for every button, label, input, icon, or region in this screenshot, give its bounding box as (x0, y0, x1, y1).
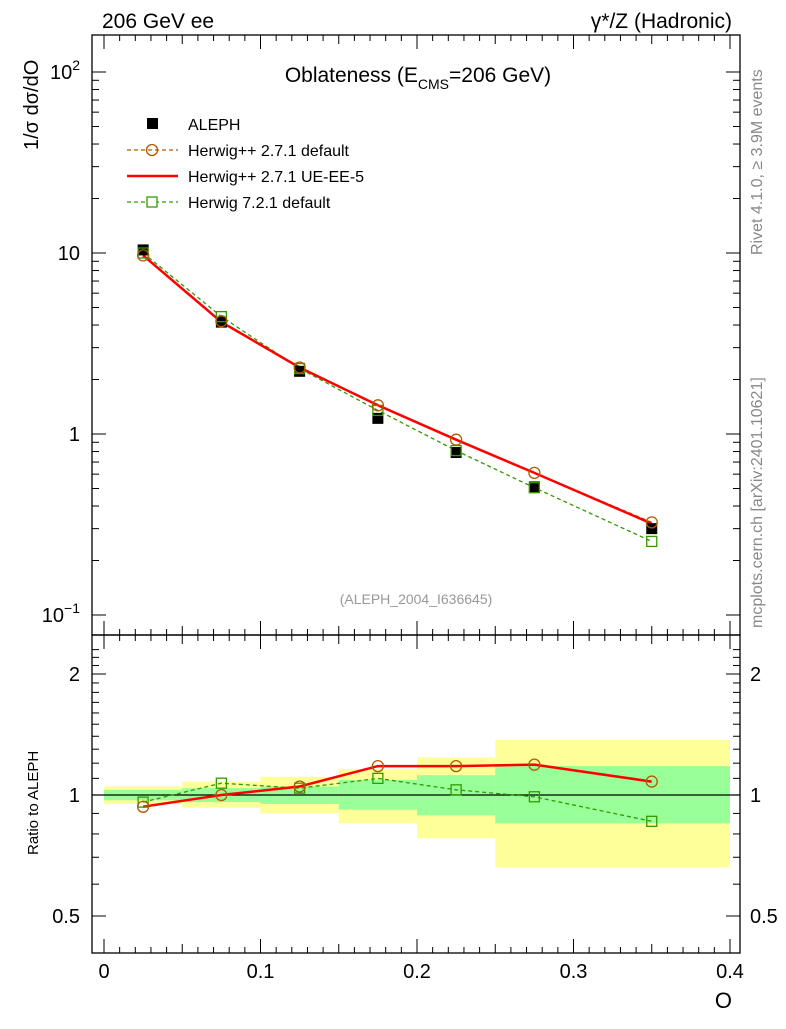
main-y-axis-title: 1/σ dσ/dO (21, 60, 43, 150)
marker-herwig7 (215, 310, 228, 323)
ratio-y-tick-label-right: 1 (750, 785, 761, 807)
ratio-y-tick-label-right: 2 (750, 664, 761, 686)
x-tick-label: 0.4 (716, 961, 744, 983)
marker-herwig7 (528, 482, 541, 494)
marker-herwigpp-default (371, 399, 385, 412)
ratio-line-herwig7 (142, 777, 652, 822)
ratio-y-tick-label-left: 2 (69, 664, 80, 686)
legend-marker-aleph (147, 118, 158, 129)
ratio-marker-herwig7 (450, 784, 462, 796)
ratio-marker-herwigpp-default (136, 800, 150, 813)
ratio-marker-herwig7 (372, 772, 384, 785)
ratio-marker-herwigpp-default (293, 780, 306, 793)
main-plot-series (136, 244, 658, 548)
series-line-herwigpp-default (142, 254, 652, 523)
legend: ALEPH Herwig++ 2.7.1 default Herwig++ 2.… (127, 117, 364, 212)
data-point-aleph (646, 523, 658, 535)
main-plot-axes: 102 10 1 10−1 (42, 35, 740, 635)
marker-herwigpp-default (293, 361, 306, 374)
main-y-tick-label: 10 (58, 243, 80, 265)
ratio-marker-herwigpp-default (215, 788, 228, 802)
chart-title: Oblateness (ECMS=206 GeV) (285, 64, 551, 92)
main-y-tick-label: 102 (50, 57, 80, 84)
ratio-marker-herwigpp-default (449, 759, 463, 773)
ratio-marker-herwig7 (646, 815, 658, 827)
ratio-marker-herwigpp-default (528, 758, 541, 771)
data-point-aleph (450, 447, 462, 459)
ratio-y-tick-label-left: 0.5 (52, 906, 80, 928)
header-left-label: 206 GeV ee (102, 10, 214, 33)
data-point-aleph (528, 481, 540, 493)
marker-herwigpp-default (449, 433, 463, 446)
ratio-plot-series (136, 758, 658, 827)
marker-herwigpp-default (215, 315, 228, 328)
ratio-marker-herwig7 (528, 791, 541, 803)
x-axis-title: O (715, 988, 732, 1013)
x-tick-label: 0.2 (403, 961, 431, 983)
marker-herwig7 (646, 535, 658, 548)
rivet-version-label: Rivet 4.1.0, ≥ 3.9M events (749, 69, 766, 255)
ratio-marker-herwig7 (137, 796, 149, 808)
marker-herwigpp-default (528, 466, 541, 480)
series-line-herwigpp-ue-ee-5 (142, 254, 653, 525)
legend-marker-herwig7 (146, 196, 158, 208)
marker-herwigpp-default (136, 249, 150, 262)
ratio-line-herwigpp-ue-ee-5 (142, 763, 652, 808)
ratio-marker-herwigpp-default (371, 759, 385, 773)
ratio-plot-frame (91, 634, 741, 954)
ratio-marker-herwig7 (215, 777, 228, 789)
header-right-label: γ*/Z (Hadronic) (591, 10, 732, 33)
ratio-uncertainty-bands (104, 740, 730, 868)
x-tick-label: 0.3 (560, 961, 588, 983)
data-point-aleph (294, 365, 306, 377)
ratio-y-tick-label-left: 1 (69, 785, 80, 807)
ratio-plot-axes: 0 0.1 0.2 0.3 0.4 0.5 0.5 1 1 2 2 (52, 635, 778, 983)
ratio-marker-herwigpp-default (645, 775, 658, 788)
legend-label-aleph: ALEPH (188, 117, 240, 134)
marker-herwigpp-default (645, 516, 658, 529)
data-point-aleph (372, 412, 384, 424)
main-y-tick-label: 1 (69, 424, 80, 446)
main-y-tick-label: 10−1 (42, 600, 80, 627)
x-tick-label: 0 (98, 961, 109, 983)
mcplots-label: mcplots.cern.ch [arXiv:2401.10621] (749, 377, 766, 628)
analysis-id-label: (ALEPH_2004_I636645) (340, 591, 493, 607)
ratio-y-tick-label-right: 0.5 (750, 906, 778, 928)
series-line-herwig7 (142, 252, 652, 542)
legend-label-herwigpp-default: Herwig++ 2.7.1 default (188, 143, 350, 160)
legend-marker-herwigpp-default (145, 143, 159, 157)
x-tick-label: 0.1 (247, 961, 275, 983)
marker-herwig7 (372, 404, 384, 417)
legend-label-herwigpp-ue-ee-5: Herwig++ 2.7.1 UE-EE-5 (188, 169, 364, 186)
legend-label-herwig7: Herwig 7.2.1 default (188, 195, 331, 212)
ratio-y-axis-title: Ratio to ALEPH (25, 751, 42, 855)
